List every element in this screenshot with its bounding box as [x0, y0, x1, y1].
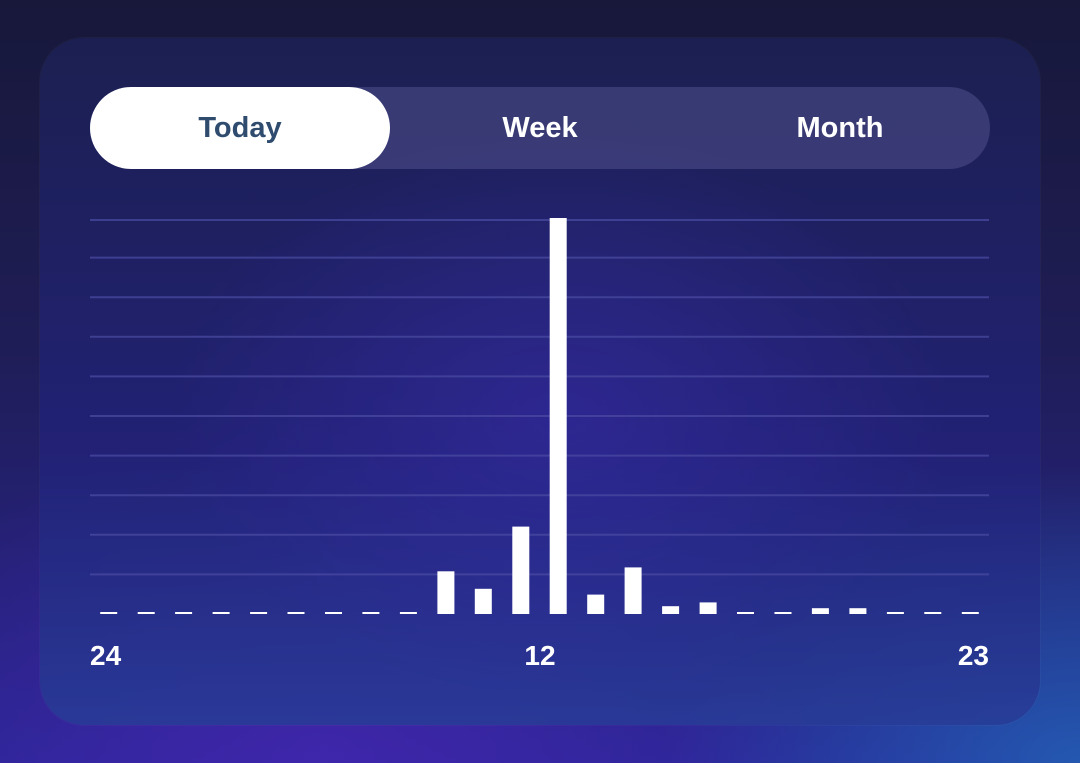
tick-label-start: 24 — [90, 640, 122, 671]
tab-month[interactable]: Month — [796, 111, 884, 144]
bar-hour-5 — [287, 612, 305, 614]
bar-hour-23 — [961, 612, 979, 614]
usage-card: Today Week Month 24 12 23 — [40, 38, 1040, 725]
bar-hour-2 — [175, 612, 193, 614]
hourly-bar-chart: 24 12 23 — [90, 218, 989, 671]
bar-hour-7 — [362, 612, 380, 614]
bar-hour-8 — [399, 612, 417, 614]
bar-hour-15 — [662, 606, 680, 614]
bar-hour-6 — [325, 612, 342, 614]
bar-hour-1 — [137, 612, 155, 614]
bar-hour-10 — [474, 588, 492, 614]
bar-hour-19 — [811, 608, 829, 614]
bar-hour-3 — [212, 612, 230, 614]
x-axis-tick-labels: 24 12 23 — [90, 640, 989, 671]
bar-hour-24 — [100, 612, 118, 614]
bars — [100, 218, 979, 614]
bar-hour-22 — [924, 612, 942, 614]
tab-week[interactable]: Week — [502, 111, 578, 144]
bar-hour-4 — [250, 612, 268, 614]
bar-hour-21 — [886, 612, 904, 614]
bar-hour-9 — [437, 571, 455, 614]
bar-hour-12 — [549, 218, 567, 614]
tick-label-middle: 12 — [524, 640, 555, 671]
tick-label-end: 23 — [958, 640, 989, 671]
bar-hour-20 — [849, 608, 867, 614]
bar-hour-16 — [699, 602, 717, 614]
period-tabs: Today Week Month — [90, 87, 990, 169]
bar-hour-17 — [737, 612, 754, 614]
bar-hour-11 — [512, 526, 530, 614]
bar-hour-18 — [774, 612, 792, 614]
gridlines — [90, 219, 989, 576]
bar-hour-14 — [624, 567, 642, 614]
tab-today[interactable]: Today — [90, 87, 390, 169]
bar-hour-13 — [587, 594, 605, 614]
